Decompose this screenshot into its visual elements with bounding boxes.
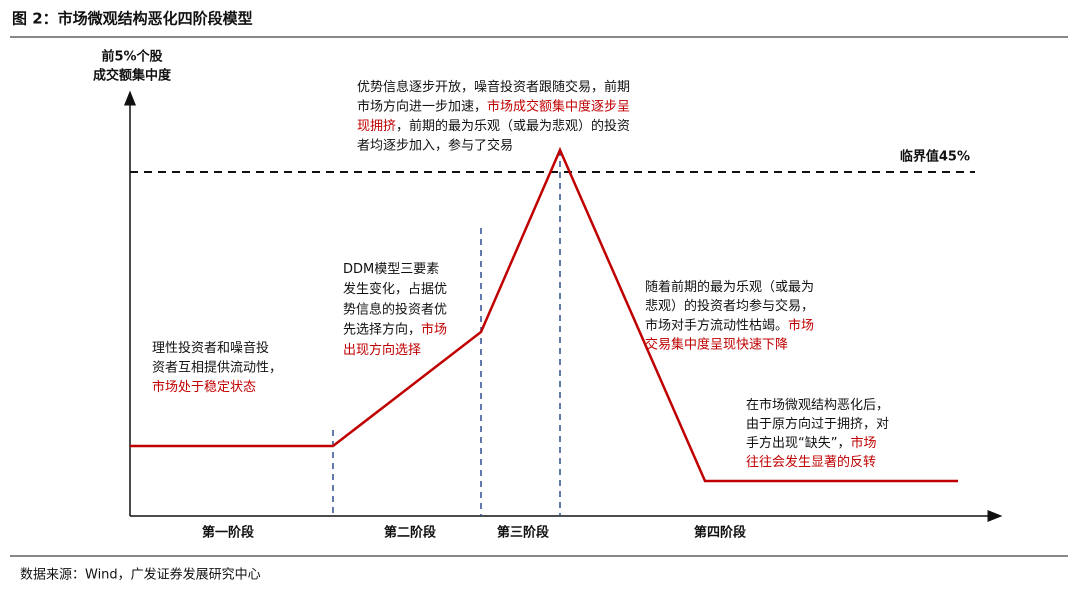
annotation-run: 发生变化，占据优 [343,281,447,297]
annotation-run: 市场 [788,317,814,333]
annotation-line: 发生变化，占据优 [343,281,447,297]
concentration-line [130,146,958,483]
phase-label: 第三阶段 [497,525,549,541]
annotation-run: 悲观）的投资者均参与交易， [645,298,814,314]
annotation-line: 优势信息逐步开放，噪音投资者跟随交易，前期 [357,79,630,95]
annotation-run: 市场方向进一步加速， [357,98,487,114]
annotation-line: 往往会发生显著的反转 [746,454,876,470]
annotation-run: 先选择方向， [343,321,421,337]
annotation-run: 手方出现“缺失”， [746,435,850,451]
annotation-run: 者均逐步加入，参与了交易 [357,137,513,153]
annotation-line: 市场对手方流动性枯竭。市场 [645,317,814,333]
annotation-line: 手方出现“缺失”，市场 [746,435,877,451]
phase-label: 第二阶段 [384,525,436,541]
annotation-line: 者均逐步加入，参与了交易 [357,137,513,153]
annotation-run: 资者互相提供流动性， [152,359,282,375]
annotation-line: 在市场微观结构恶化后， [746,397,889,413]
annotation-run: 市场 [850,435,876,451]
annotation-run: DDM模型三要素 [343,262,439,277]
annotation-line: 悲观）的投资者均参与交易， [645,298,814,314]
y-label: 成交额集中度 [93,68,172,84]
annotation-run: 优势信息逐步开放，噪音投资者跟随交易，前期 [357,79,630,95]
annotation-run: ，前期的最为乐观（或最为悲观）的投资 [396,118,630,134]
phase-label: 第四阶段 [694,525,746,541]
annotation-run: 由于原方向过于拥挤，对 [746,416,889,432]
source: 数据来源：Wind，广发证券发展研究中心 [20,567,261,583]
annotation-run: 市场成交额集中度逐步呈 [487,98,630,114]
annotation-line: 先选择方向，市场 [343,321,447,337]
annotation-run: 现拥挤 [357,119,396,134]
annotation-line: DDM模型三要素 [343,262,439,277]
annotation-run: 交易集中度呈现快速下降 [645,336,788,352]
annotation-line: 现拥挤，前期的最为乐观（或最为悲观）的投资 [357,118,630,134]
annotation-run: 理性投资者和噪音投 [152,340,269,356]
annotation-run: 往往会发生显著的反转 [746,454,876,470]
y-label: 前5%个股 [101,49,162,65]
annotation-run: 势信息的投资者优 [343,301,447,317]
annotation-line: 理性投资者和噪音投 [152,340,269,356]
annotation-line: 出现方向选择 [343,341,421,357]
annotation-line: 交易集中度呈现快速下降 [645,336,788,352]
annotation-run: 出现方向选择 [343,341,421,357]
annotation-run: 市场对手方流动性枯竭。 [645,317,788,333]
phase-label: 第一阶段 [202,525,254,541]
annotation-line: 由于原方向过于拥挤，对 [746,416,889,432]
annotation-run: 在市场微观结构恶化后， [746,397,889,413]
annotation-run: 市场处于稳定状态 [152,379,256,395]
annotation-line: 势信息的投资者优 [343,301,447,317]
annotation-line: 资者互相提供流动性， [152,359,282,375]
annotation-run: 市场 [421,321,447,337]
title: 图 2：市场微观结构恶化四阶段模型 [12,10,253,28]
threshold-label: 临界值45% [900,149,970,165]
annotation-run: 随着前期的最为乐观（或最为 [645,279,814,295]
annotation-line: 随着前期的最为乐观（或最为 [645,279,814,295]
annotation-line: 市场方向进一步加速，市场成交额集中度逐步呈 [357,98,630,114]
annotation-line: 市场处于稳定状态 [152,379,256,395]
